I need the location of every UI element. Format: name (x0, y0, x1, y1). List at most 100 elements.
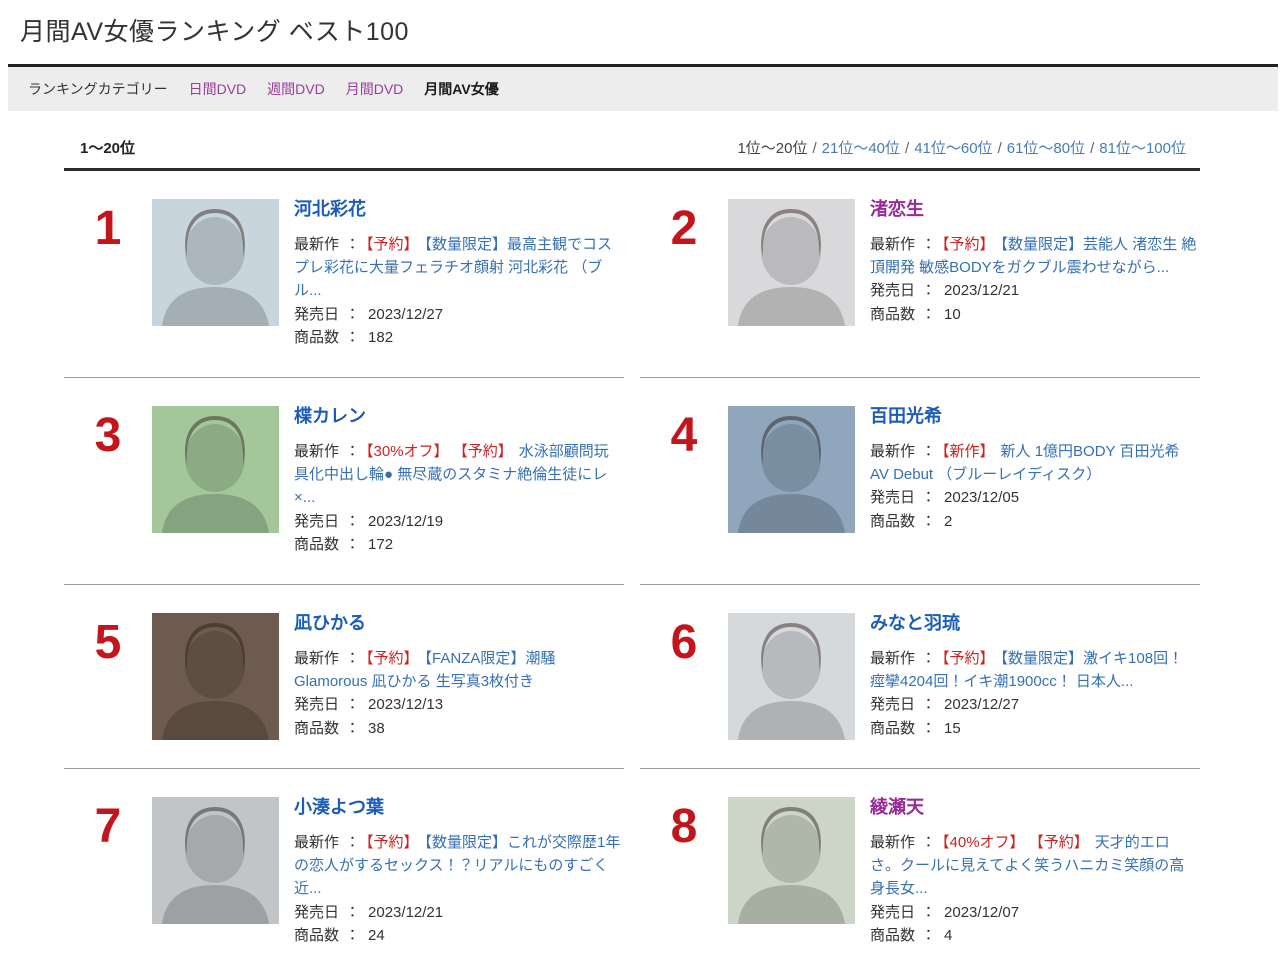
entry-info: みなと羽琉 最新作 ： 【予約】 【数量限定】激イキ108回！痙攣4204回！イキ潮1… (870, 613, 1200, 740)
latest-work-label: 最新作 (870, 649, 916, 667)
release-date-value: 2023/12/19 (368, 512, 444, 530)
product-count-value: 182 (368, 328, 394, 346)
latest-work-title-link[interactable]: 【数量限定】これが交際歴1年の恋人がするセックス！？リアルにものすごく近... (294, 833, 621, 898)
latest-work-label: 最新作 (294, 833, 340, 851)
product-count-row: 商品数 ： 15 (870, 717, 1198, 740)
latest-work-tag-link[interactable]: 【予約】 (942, 649, 995, 667)
release-date-value: 2023/12/05 (944, 489, 1020, 507)
latest-work-label: 最新作 (294, 235, 340, 253)
person-silhouette-icon (162, 807, 269, 925)
actress-photo[interactable] (728, 797, 855, 925)
latest-work-title-link[interactable]: 【数量限定】最高主観でコスプレ彩花に大量フェラチオ顔射 河北彩花 （ブル... (294, 235, 613, 300)
category-nav-link[interactable]: 日間DVD (188, 81, 247, 97)
latest-work-title-link[interactable]: 天才的エロさ。クールに見えてよく笑うハニカミ笑顔の高身長女... (870, 833, 1185, 898)
ranking-entry: 7 小湊よつ葉 最新作 ： 【予約】 【数量限定】これが交際歴1年の恋人がするセックス… (64, 768, 624, 975)
release-date-value: 2023/12/07 (944, 903, 1020, 921)
pagination-separator: / (905, 140, 910, 157)
release-date-label: 発売日 (294, 512, 340, 530)
product-count-value: 15 (944, 719, 961, 737)
actress-name-link[interactable]: みなと羽琉 (870, 613, 960, 634)
pagination-page-link[interactable]: 81位〜100位 (1099, 140, 1186, 157)
label-colon: ： (921, 903, 937, 921)
latest-work-tag-link[interactable]: 【予約】 (366, 833, 419, 851)
actress-photo[interactable] (728, 199, 855, 326)
actress-name-link[interactable]: 凪ひかる (294, 613, 366, 634)
latest-work-tag-link[interactable]: 【30%オフ】 【予約】 (366, 442, 513, 460)
product-count-value: 38 (368, 719, 385, 737)
latest-work-title-link[interactable]: 新人 1億円BODY 百田光希 AV Debut （ブルーレイディスク） (870, 442, 1180, 484)
pagination-page-link[interactable]: 41位〜60位 (914, 140, 993, 157)
pagination-page-link[interactable]: 61位〜80位 (1006, 140, 1086, 157)
pagination-separator: / (812, 140, 817, 157)
label-colon: ： (921, 719, 937, 737)
entry-info: 楪カレン 最新作 ： 【30%オフ】 【予約】 水泳部顧問玩具化中出し輪● 無尽蔵のス… (294, 406, 624, 556)
actress-name-link[interactable]: 楪カレン (294, 406, 366, 427)
label-colon: ： (345, 903, 361, 921)
latest-work-tag-link[interactable]: 【予約】 (942, 235, 995, 253)
ranking-entry: 5 凪ひかる 最新作 ： 【予約】 【FANZA限定】潮騒Glamorous 凪ひかる… (64, 584, 624, 768)
person-silhouette-icon (738, 623, 845, 741)
release-date-row: 発売日 ： 2023/12/21 (294, 901, 622, 924)
actress-photo[interactable] (152, 613, 279, 741)
latest-work-title-link[interactable]: 【数量限定】芸能人 渚恋生 絶頂開発 敏感BODYをガクブル震わせながら... (870, 235, 1197, 277)
latest-work-row: 最新作 ： 【新作】 新人 1億円BODY 百田光希 AV Debut （ブルーレイデ… (870, 440, 1198, 487)
ranking-entry: 8 綾瀬天 最新作 ： 【40%オフ】 【予約】 天才的エロさ。クールに見えてよく笑う… (640, 768, 1200, 975)
pagination-pages: 1位〜20位/21位〜40位/41位〜60位/61位〜80位/81位〜100位 (737, 137, 1186, 158)
category-nav-link[interactable]: 週間DVD (267, 81, 325, 97)
latest-work-title-link[interactable]: 【FANZA限定】潮騒Glamorous 凪ひかる 生写真3枚付き (294, 649, 556, 691)
person-silhouette-icon (738, 807, 845, 925)
latest-work-label: 最新作 (870, 833, 916, 851)
actress-name-link[interactable]: 百田光希 (870, 406, 942, 427)
rank-number: 2 (670, 202, 698, 255)
actress-photo[interactable] (152, 797, 279, 925)
rank-number: 3 (94, 409, 122, 463)
actress-photo[interactable] (152, 199, 279, 326)
product-count-row: 商品数 ： 2 (870, 510, 1198, 533)
actress-name-link[interactable]: 小湊よつ葉 (294, 797, 384, 818)
latest-work-label: 最新作 (294, 649, 340, 667)
label-colon: ： (921, 512, 937, 530)
release-date-value: 2023/12/27 (944, 696, 1020, 714)
latest-work-tag-link[interactable]: 【40%オフ】 【予約】 (942, 833, 1089, 851)
label-colon: ： (345, 535, 361, 553)
product-count-value: 10 (944, 305, 961, 323)
current-range-heading: 1〜20位 (80, 140, 136, 157)
category-nav-link[interactable]: 月間DVD (345, 81, 404, 97)
person-silhouette-icon (738, 416, 845, 534)
entry-info: 河北彩花 最新作 ： 【予約】 【数量限定】最高主観でコスプレ彩花に大量フェラチオ顔射… (294, 199, 624, 349)
actress-photo[interactable] (728, 613, 855, 741)
release-date-label: 発売日 (294, 305, 340, 323)
latest-work-row: 最新作 ： 【予約】 【数量限定】最高主観でコスプレ彩花に大量フェラチオ顔射 河北彩花… (294, 233, 622, 303)
product-count-row: 商品数 ： 172 (294, 533, 622, 556)
label-colon: ： (921, 282, 937, 300)
actress-photo[interactable] (728, 406, 855, 534)
category-nav-link: 月間AV女優 (424, 81, 499, 97)
latest-work-row: 最新作 ： 【30%オフ】 【予約】 水泳部顧問玩具化中出し輪● 無尽蔵のスタミナ絶倫… (294, 440, 622, 510)
actress-name-link[interactable]: 綾瀬天 (870, 797, 924, 818)
latest-work-tag-link[interactable]: 【予約】 (366, 649, 419, 667)
label-colon: ： (921, 442, 937, 460)
latest-work-title-link[interactable]: 【数量限定】激イキ108回！痙攣4204回！イキ潮1900cc！ 日本人... (870, 649, 1184, 691)
actress-photo[interactable] (152, 406, 279, 534)
product-count-row: 商品数 ： 38 (294, 717, 622, 740)
latest-work-tag-link[interactable]: 【予約】 (366, 235, 419, 253)
person-silhouette-icon (162, 209, 269, 326)
latest-work-tag-link[interactable]: 【新作】 (942, 442, 995, 460)
product-count-value: 24 (368, 926, 385, 944)
actress-name-link[interactable]: 渚恋生 (870, 199, 924, 219)
category-nav-label: ランキングカテゴリー (28, 81, 168, 97)
pagination-separator: / (997, 140, 1002, 157)
ranking-entries-grid: 1 河北彩花 最新作：【予約】 【数量限定】最高主観でコスプレ彩花に大量フェラチオ… (64, 171, 1200, 975)
label-colon: ： (921, 235, 937, 253)
actress-name-link[interactable]: 河北彩花 (294, 199, 366, 219)
release-date-row: 発売日 ： 2023/12/21 (870, 279, 1198, 302)
product-count-label: 商品数 (294, 719, 340, 737)
release-date-label: 発売日 (294, 903, 340, 921)
latest-work-row: 最新作 ： 【予約】 【数量限定】芸能人 渚恋生 絶頂開発 敏感BODYをガクブル震わ… (870, 233, 1198, 280)
category-nav-links: 日間DVD 週間DVD 月間DVD 月間AV女優 (189, 79, 499, 99)
latest-work-title-link[interactable]: 水泳部顧問玩具化中出し輪● 無尽蔵のスタミナ絶倫生徒にレ×... (294, 442, 609, 507)
pagination-page-link[interactable]: 21位〜40位 (821, 140, 901, 157)
latest-work-label: 最新作 (870, 235, 916, 253)
release-date-row: 発売日 ： 2023/12/07 (870, 901, 1198, 924)
product-count-value: 4 (944, 926, 953, 944)
